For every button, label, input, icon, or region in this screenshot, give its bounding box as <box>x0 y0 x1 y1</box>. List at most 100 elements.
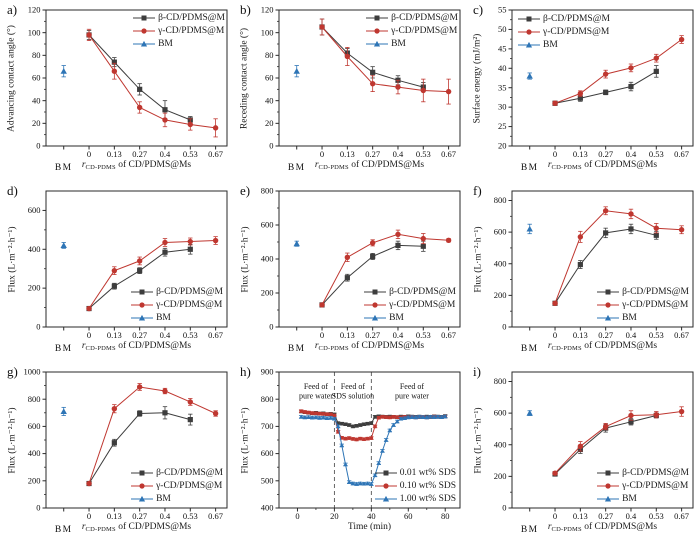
x-tick-label: 0 <box>553 330 557 340</box>
x-tick-label: 0.13 <box>340 330 355 340</box>
panel-label: b) <box>240 2 251 17</box>
series--cd-pdms-m <box>86 236 219 312</box>
series-bm <box>293 65 300 78</box>
panel-label: a) <box>7 2 18 17</box>
legend-label: BM <box>156 494 171 504</box>
panel-label: f) <box>473 183 482 198</box>
y-tick-label: 800 <box>28 394 41 404</box>
x-tick-label: 0.67 <box>674 330 689 340</box>
x-tick-label: 0.53 <box>649 149 664 159</box>
legend-label: β-CD/PDMS@M <box>389 287 456 297</box>
panel-label: e) <box>240 183 251 198</box>
y-axis-title: Flux (L·m⁻²·h⁻¹) <box>473 407 484 474</box>
legend-item: γ-CD/PDMS@M <box>518 26 610 38</box>
legend-item: γ-CD/PDMS@M <box>364 299 456 311</box>
plot-annotation: Feed of <box>304 382 329 391</box>
series--cd-pdms-m <box>86 383 219 487</box>
y-tick-label: 400 <box>261 254 274 264</box>
x-tick-label: 0.53 <box>183 149 198 159</box>
x-axis-title-text: of CD/PDMS@Ms <box>581 522 658 532</box>
x-axis-title-prefix: r <box>547 341 552 351</box>
x-axis-title: rCD-PDMS of CD/PDMS@Ms <box>279 160 460 171</box>
legend-label: β-CD/PDMS@M <box>543 14 610 24</box>
series-bm <box>293 240 300 247</box>
x-axis-title-prefix: r <box>81 341 86 351</box>
plot-canvas: 0 200 400 600 800 0 0.13 0.27 0.4 0.53 0.67 BM <box>261 186 461 354</box>
bm-tick-label: BM <box>55 525 73 535</box>
x-axis-title-subscript: CD-PDMS <box>85 526 116 533</box>
legend: β-CD/PDMS@M γ-CD/PDMS@M BM <box>518 13 610 51</box>
axis-frame <box>511 371 694 509</box>
y-tick-label: 800 <box>261 186 274 196</box>
y-tick-label: 200 <box>28 475 41 485</box>
x-tick-label: 0.27 <box>132 330 147 340</box>
chart-panel: 20 25 30 35 40 45 50 55 0 0.13 0.27 0.4 0.53 0.67 BM c… <box>466 0 699 181</box>
legend-label: 1.00 wt% SDS <box>399 494 456 504</box>
x-axis-title: rCD-PDMS of CD/PDMS@Ms <box>279 341 460 352</box>
legend-item: BM <box>131 493 223 505</box>
chart-panel: 0 200 400 600 0 0.13 0.27 0.4 0.53 0.67 BM d) Flux… <box>0 181 233 362</box>
y-tick-label: 0 <box>36 141 40 151</box>
y-tick-label: 60 <box>265 73 274 83</box>
series-1-00-wt-sds <box>298 414 448 486</box>
x-tick-label: 0.53 <box>183 511 198 521</box>
plot-annotation: SDS solution <box>332 392 374 401</box>
x-axis-title-text: of CD/PDMS@Ms <box>348 160 425 170</box>
legend-label: β-CD/PDMS@M <box>622 468 689 478</box>
legend: β-CD/PDMS@M γ-CD/PDMS@M BM <box>364 286 456 324</box>
y-tick-label: 1000 <box>24 367 41 377</box>
legend-label: BM <box>156 313 171 323</box>
axis-frame <box>278 371 461 509</box>
axis-frame <box>278 9 461 147</box>
legend-item: BM <box>133 38 225 50</box>
x-tick-label: 0 <box>320 330 324 340</box>
series--cd-pdms-m <box>86 28 219 138</box>
y-tick-label: 0 <box>502 322 506 332</box>
legend: 0.01 wt% SDS 0.10 wt% SDS 1.00 wt% SDS <box>374 467 456 505</box>
legend-item: 0.01 wt% SDS <box>374 467 456 479</box>
legend: β-CD/PDMS@M γ-CD/PDMS@M BM <box>131 286 223 324</box>
legend-item: β-CD/PDMS@M <box>366 12 458 24</box>
legend-label: BM <box>622 494 637 504</box>
y-tick-label: 600 <box>28 421 41 431</box>
x-tick-label: 0.13 <box>573 149 588 159</box>
x-tick-label: 0.53 <box>183 330 198 340</box>
y-tick-label: 60 <box>32 73 41 83</box>
panel-label: c) <box>473 2 484 17</box>
axis-frame <box>45 190 228 328</box>
x-tick-label: 0 <box>553 511 557 521</box>
series-bm <box>60 242 67 249</box>
x-tick-label: 0 <box>87 149 91 159</box>
y-tick-label: 20 <box>498 141 507 151</box>
x-axis-title: Time (min) <box>279 522 460 532</box>
x-axis-title-text: of CD/PDMS@Ms <box>581 341 658 351</box>
x-tick-label: 0.27 <box>598 511 613 521</box>
y-tick-label: 100 <box>261 27 274 37</box>
y-axis-title: Flux (L·m⁻²·h⁻¹) <box>7 226 18 293</box>
x-axis-title-prefix: r <box>547 160 552 170</box>
y-tick-label: 700 <box>261 421 274 431</box>
x-tick-label: 0.4 <box>626 511 637 521</box>
x-tick-label: 0.67 <box>441 330 456 340</box>
y-tick-label: 45 <box>498 43 507 53</box>
series-bm <box>526 223 533 235</box>
legend-label: β-CD/PDMS@M <box>156 287 223 297</box>
y-tick-label: 900 <box>261 367 274 377</box>
legend-label: BM <box>158 39 173 49</box>
plot-canvas: 0 200 400 600 800 0 0.13 0.27 0.4 0.53 0.67 BM <box>494 371 694 535</box>
series--cd-pdms-m <box>319 229 452 308</box>
plot-canvas: 0 20 40 60 80 100 120 0 0.13 0.27 0.4 0.53 0.67 BM <box>261 5 461 173</box>
bm-tick-label: BM <box>288 163 306 173</box>
legend-label: γ-CD/PDMS@M <box>389 300 456 310</box>
legend-label: γ-CD/PDMS@M <box>156 481 223 491</box>
y-tick-label: 200 <box>494 471 507 481</box>
y-tick-label: 40 <box>32 95 41 105</box>
y-tick-label: 80 <box>265 50 274 60</box>
chart-panel: 0 20 40 60 80 100 120 0 0.13 0.27 0.4 0.53 0.67 BM b)… <box>233 0 466 181</box>
x-tick-label: 0.4 <box>393 149 404 159</box>
legend-label: γ-CD/PDMS@M <box>156 300 223 310</box>
series--cd-pdms-m <box>552 35 685 106</box>
series-bm <box>526 72 533 80</box>
legend-item: BM <box>597 493 689 505</box>
